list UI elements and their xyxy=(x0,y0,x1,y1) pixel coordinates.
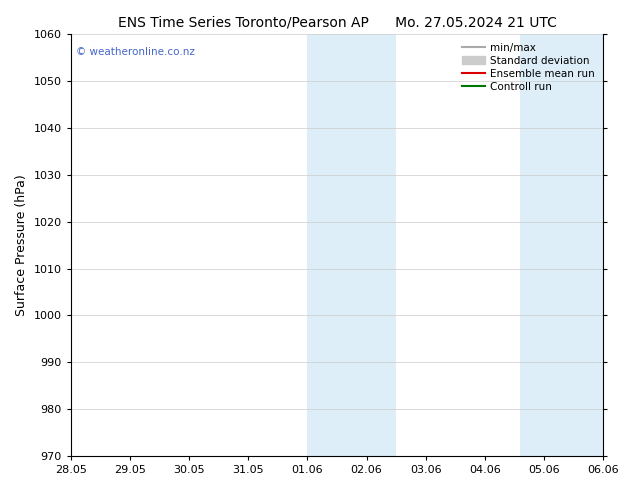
Text: © weatheronline.co.nz: © weatheronline.co.nz xyxy=(76,47,195,57)
Bar xyxy=(521,34,603,456)
Y-axis label: Surface Pressure (hPa): Surface Pressure (hPa) xyxy=(15,174,28,316)
Bar xyxy=(307,34,396,456)
Title: ENS Time Series Toronto/Pearson AP      Mo. 27.05.2024 21 UTC: ENS Time Series Toronto/Pearson AP Mo. 2… xyxy=(117,15,557,29)
Legend: min/max, Standard deviation, Ensemble mean run, Controll run: min/max, Standard deviation, Ensemble me… xyxy=(459,40,598,95)
